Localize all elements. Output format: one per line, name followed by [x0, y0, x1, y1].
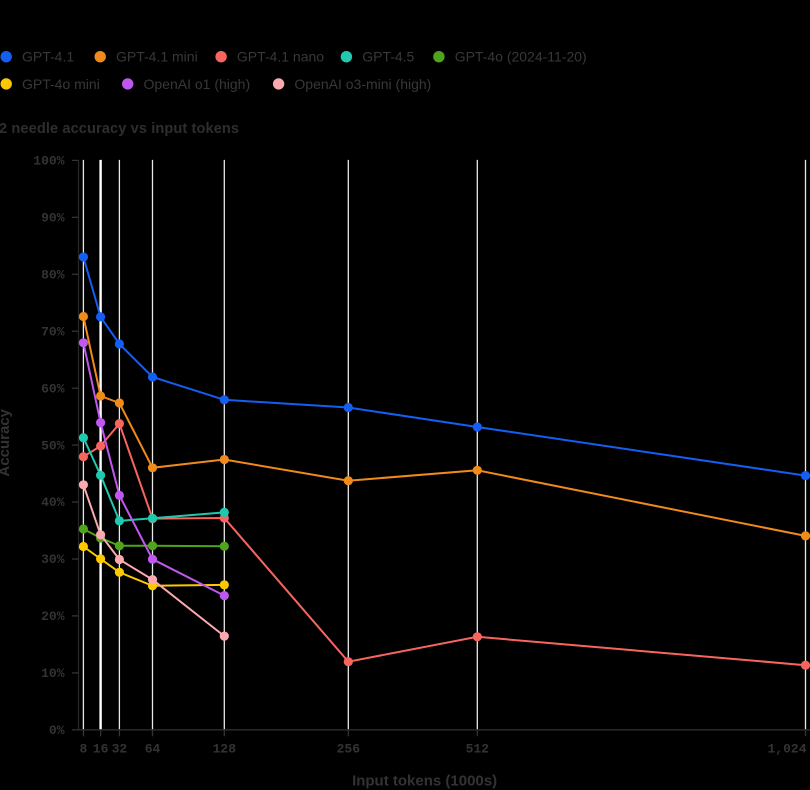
svg-text:60%: 60%	[41, 381, 65, 396]
svg-text:30%: 30%	[41, 552, 65, 567]
svg-text:50%: 50%	[41, 438, 65, 453]
svg-text:80%: 80%	[41, 268, 65, 283]
svg-text:100%: 100%	[33, 154, 64, 169]
svg-text:Input tokens (1000s): Input tokens (1000s)	[352, 773, 497, 790]
svg-text:64: 64	[145, 742, 161, 757]
svg-text:GPT-4.1 nano: GPT-4.1 nano	[237, 49, 324, 65]
svg-text:70%: 70%	[41, 324, 65, 339]
svg-text:8: 8	[79, 742, 87, 757]
svg-text:Accuracy: Accuracy	[0, 408, 13, 476]
svg-text:256: 256	[337, 742, 361, 757]
svg-text:0%: 0%	[49, 723, 65, 738]
svg-text:GPT-4.1: GPT-4.1	[22, 49, 74, 65]
svg-text:OpenAI o1 (high): OpenAI o1 (high)	[144, 76, 251, 92]
svg-text:OpenAI o3-mini (high): OpenAI o3-mini (high)	[294, 76, 431, 92]
svg-text:GPT-4o (2024-11-20): GPT-4o (2024-11-20)	[455, 49, 587, 65]
svg-text:90%: 90%	[41, 211, 65, 226]
svg-text:128: 128	[213, 742, 237, 757]
svg-text:GPT-4.5: GPT-4.5	[362, 49, 414, 65]
svg-text:16: 16	[93, 742, 109, 757]
svg-text:2 needle accuracy vs input tok: 2 needle accuracy vs input tokens	[0, 121, 239, 137]
svg-text:20%: 20%	[41, 609, 65, 624]
svg-text:GPT-4o mini: GPT-4o mini	[22, 76, 100, 92]
svg-text:10%: 10%	[41, 666, 65, 681]
svg-text:1,024: 1,024	[767, 742, 806, 757]
svg-text:40%: 40%	[41, 495, 65, 510]
svg-text:GPT-4.1 mini: GPT-4.1 mini	[116, 49, 198, 65]
svg-text:32: 32	[112, 742, 128, 757]
svg-text:512: 512	[466, 742, 490, 757]
